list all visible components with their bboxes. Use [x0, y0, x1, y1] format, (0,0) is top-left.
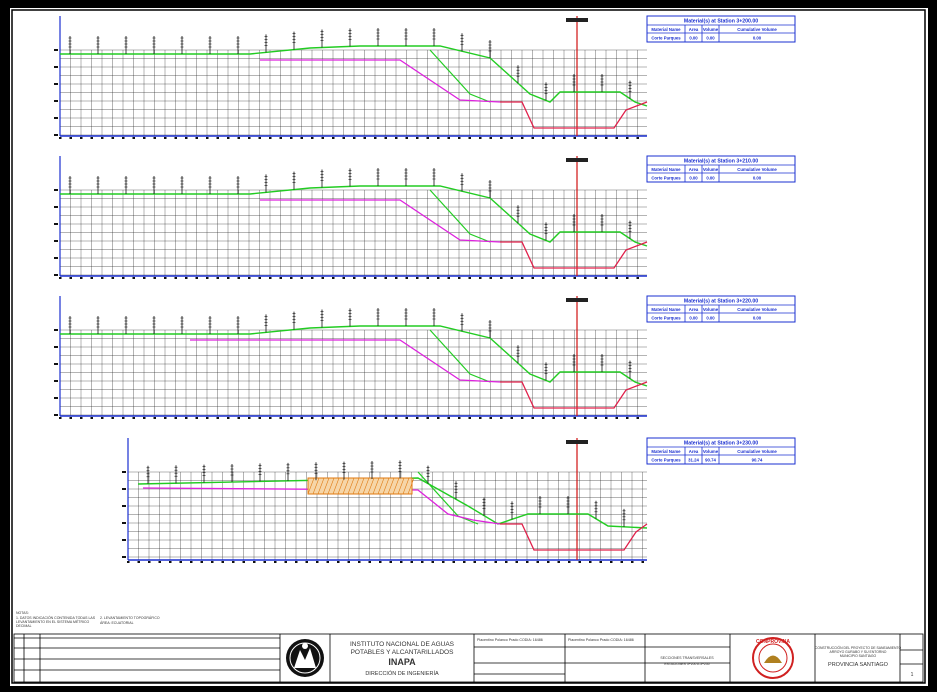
col-material-name: Material Name [651, 167, 681, 172]
material-table-1: Material(s) at Station 3+200.00Material … [647, 16, 795, 42]
area-value: 0.00 [689, 316, 698, 321]
volume-value: 0.00 [706, 176, 715, 181]
centerline-tag [566, 298, 588, 302]
col-cumulative: Cumulative Volume [737, 27, 777, 32]
col-area: Area [689, 307, 699, 312]
volume-value: 90.74 [705, 458, 716, 463]
col-volume: Volume [703, 27, 719, 32]
volume-value: 0.00 [706, 316, 715, 321]
centerline-tag [566, 158, 588, 162]
inapa-seal-icon [286, 639, 324, 677]
section-panel-1 [54, 16, 647, 139]
col-volume: Volume [703, 307, 719, 312]
material-name: Corte Parques [651, 176, 681, 181]
material-name: Corte Parques [651, 36, 681, 41]
existing-ground-line [60, 46, 647, 106]
col-cumulative: Cumulative Volume [737, 167, 777, 172]
col-material-name: Material Name [651, 307, 681, 312]
note-reference: 2. LEVANTAMIENTO TOPOGRÁFICO [100, 616, 160, 620]
province-label: PROVINCIA SANTIAGO [828, 662, 889, 668]
station-title: Material(s) at Station 3+230.00 [684, 441, 758, 447]
drawing-title-1: SECCIONES TRANSVERSALES [660, 656, 714, 660]
col-volume: Volume [703, 167, 719, 172]
material-table-3: Material(s) at Station 3+220.00Material … [647, 296, 795, 322]
sheet-number: 1 [911, 672, 914, 678]
stamp-text: CONPROVINA [756, 639, 790, 645]
station-title: Material(s) at Station 3+210.00 [684, 159, 758, 165]
area-value: 0.00 [689, 36, 698, 41]
general-notes: NOTAS: 1. DATOS INDICACIÓN CONTENIDA TOD… [16, 611, 160, 628]
notes-title: NOTAS: [16, 611, 29, 615]
designer-1: Placentino Polanco Prado CODIA: 16486 [477, 638, 543, 642]
note-line-3: DECIMAL [16, 624, 32, 628]
inapa-acronym: INAPA [388, 657, 416, 667]
col-area: Area [689, 449, 699, 454]
cross-section-panels: Material(s) at Station 3+200.00Material … [54, 16, 795, 563]
sheet-border [12, 10, 925, 683]
area-value: 0.00 [689, 176, 698, 181]
existing-ground-line [60, 186, 647, 246]
cumulative-value: 0.00 [753, 176, 762, 181]
col-area: Area [689, 167, 699, 172]
cumulative-value: 90.74 [752, 458, 763, 463]
material-table-2: Material(s) at Station 3+210.00Material … [647, 156, 795, 182]
note-reference-2: ÁREA: ECUATORIAL [100, 621, 134, 625]
cumulative-value: 0.00 [753, 316, 762, 321]
col-volume: Volume [703, 449, 719, 454]
project-line-3: MUNICIPIO SANTIAGO [840, 654, 877, 658]
institution-line-2: POTABLES Y ALCANTARILLADOS [351, 649, 455, 656]
col-material-name: Material Name [651, 27, 681, 32]
channel-section-line [500, 524, 647, 550]
engineering-direction: DIRECCIÓN DE INGENIERÍA [365, 670, 439, 677]
centerline-tag [566, 18, 588, 22]
volume-value: 0.00 [706, 36, 715, 41]
area-value: 31.24 [688, 458, 699, 463]
station-title: Material(s) at Station 3+220.00 [684, 299, 758, 305]
drawing-sheet: Material(s) at Station 3+200.00 Material … [10, 8, 928, 686]
cumulative-value: 0.00 [753, 36, 762, 41]
cross-section-drawing: Material(s) at Station 3+200.00Material … [10, 8, 928, 686]
section-panel-3 [54, 296, 647, 419]
section-panel-2 [54, 156, 647, 279]
drawing-title-2: ESTACIONES 3+200 A 3+230 [664, 662, 709, 666]
material-table-4: Material(s) at Station 3+230.00Material … [647, 438, 795, 464]
company-stamp-icon: CONPROVINA [753, 638, 793, 678]
col-cumulative: Cumulative Volume [737, 449, 777, 454]
col-cumulative: Cumulative Volume [737, 307, 777, 312]
institution-line-1: INSTITUTO NACIONAL DE AGUAS [350, 641, 455, 648]
station-title: Material(s) at Station 3+200.00 [684, 19, 758, 25]
section-panel-4 [122, 438, 647, 563]
design-line [260, 200, 500, 242]
centerline-tag [566, 440, 588, 444]
material-name: Corte Parques [651, 458, 681, 463]
col-material-name: Material Name [651, 449, 681, 454]
material-name: Corte Parques [651, 316, 681, 321]
design-line [260, 60, 500, 102]
existing-ground-line [60, 326, 647, 386]
design-line [190, 340, 500, 382]
col-area: Area [689, 27, 699, 32]
designer-2: Placentino Polanco Prado CODIA: 16486 [568, 638, 634, 642]
